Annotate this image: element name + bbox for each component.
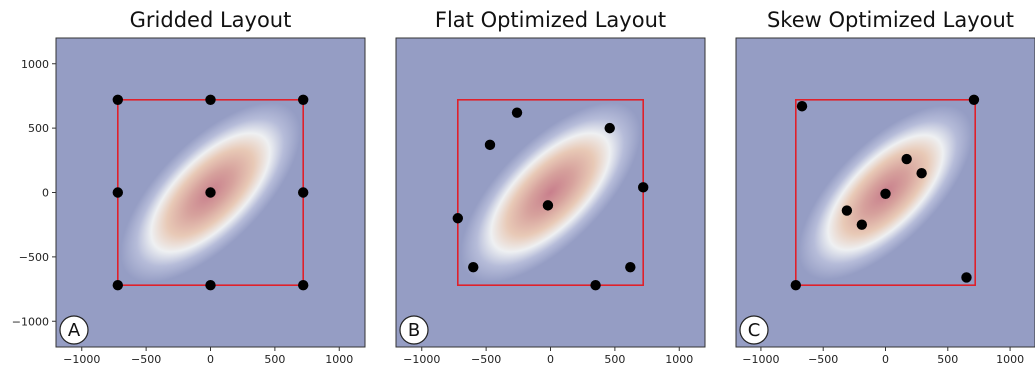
data-point — [484, 139, 496, 151]
x-tick-label: −1000 — [403, 353, 440, 366]
y-tick-label: 1000 — [21, 58, 49, 71]
x-tick-label: 0 — [207, 353, 214, 366]
data-point — [205, 280, 216, 291]
panel-label: A — [68, 320, 81, 341]
data-point — [856, 219, 868, 230]
y-tick-label: −1000 — [12, 315, 49, 328]
panel-label: C — [748, 320, 761, 341]
x-tick-label: −500 — [808, 353, 838, 366]
data-point — [112, 187, 124, 198]
data-point — [638, 182, 649, 193]
boundary-box — [794, 99, 976, 286]
data-point — [841, 205, 853, 216]
data-point — [112, 94, 124, 106]
panel-c: −1000 −500 0 500 1000 Skew Optimized Layout C — [735, 8, 1035, 366]
x-tick-label: −500 — [471, 353, 501, 366]
data-point — [112, 280, 124, 291]
x-tick-label: 0 — [547, 353, 554, 366]
x-tick-label: −1000 — [742, 353, 779, 366]
x-tick-label: 1000 — [665, 353, 693, 366]
y-tick-label: −500 — [19, 251, 49, 264]
panel-b: −1000 −500 0 500 1000 Flat Optimized Layout B — [395, 8, 706, 366]
chart-title: Gridded Layout — [130, 8, 292, 32]
data-point — [452, 213, 463, 224]
x-tick-label: −500 — [131, 353, 161, 366]
y-tick-label: 0 — [42, 187, 49, 200]
data-point — [968, 94, 980, 106]
data-point — [205, 187, 216, 198]
panel-label-badge — [59, 315, 89, 345]
data-point — [790, 280, 801, 291]
data-point — [590, 280, 601, 291]
x-tick-label: 0 — [882, 353, 889, 366]
data-point — [625, 261, 636, 273]
data-point — [205, 94, 216, 106]
chart-title: Flat Optimized Layout — [435, 8, 666, 32]
x-tick-label: 1000 — [996, 353, 1024, 366]
data-point — [542, 200, 554, 211]
data-point — [880, 188, 891, 199]
panel-label-badge — [739, 315, 769, 345]
density-heatmap — [460, 102, 641, 283]
data-point — [916, 167, 927, 179]
x-tick-label: 500 — [937, 353, 958, 366]
data-point — [298, 94, 309, 106]
data-point — [901, 153, 912, 165]
x-tick-label: −1000 — [63, 353, 100, 366]
chart-title: Skew Optimized Layout — [767, 8, 1014, 32]
x-tick-label: 1000 — [325, 353, 353, 366]
data-point — [511, 107, 523, 118]
panel-label-badge — [399, 315, 429, 345]
data-point — [468, 261, 479, 273]
data-point — [961, 272, 972, 283]
x-tick-label: 500 — [604, 353, 625, 366]
data-point — [796, 101, 808, 112]
data-point — [604, 122, 615, 134]
y-tick-label: 500 — [28, 122, 49, 135]
data-point — [298, 187, 309, 198]
data-point — [298, 280, 309, 291]
panel-label: B — [408, 320, 420, 341]
x-tick-label: 500 — [264, 353, 285, 366]
panel-a: −1000 −500 0 500 1000 1000 500 0 −500 −1000 Gridde… — [12, 8, 366, 366]
